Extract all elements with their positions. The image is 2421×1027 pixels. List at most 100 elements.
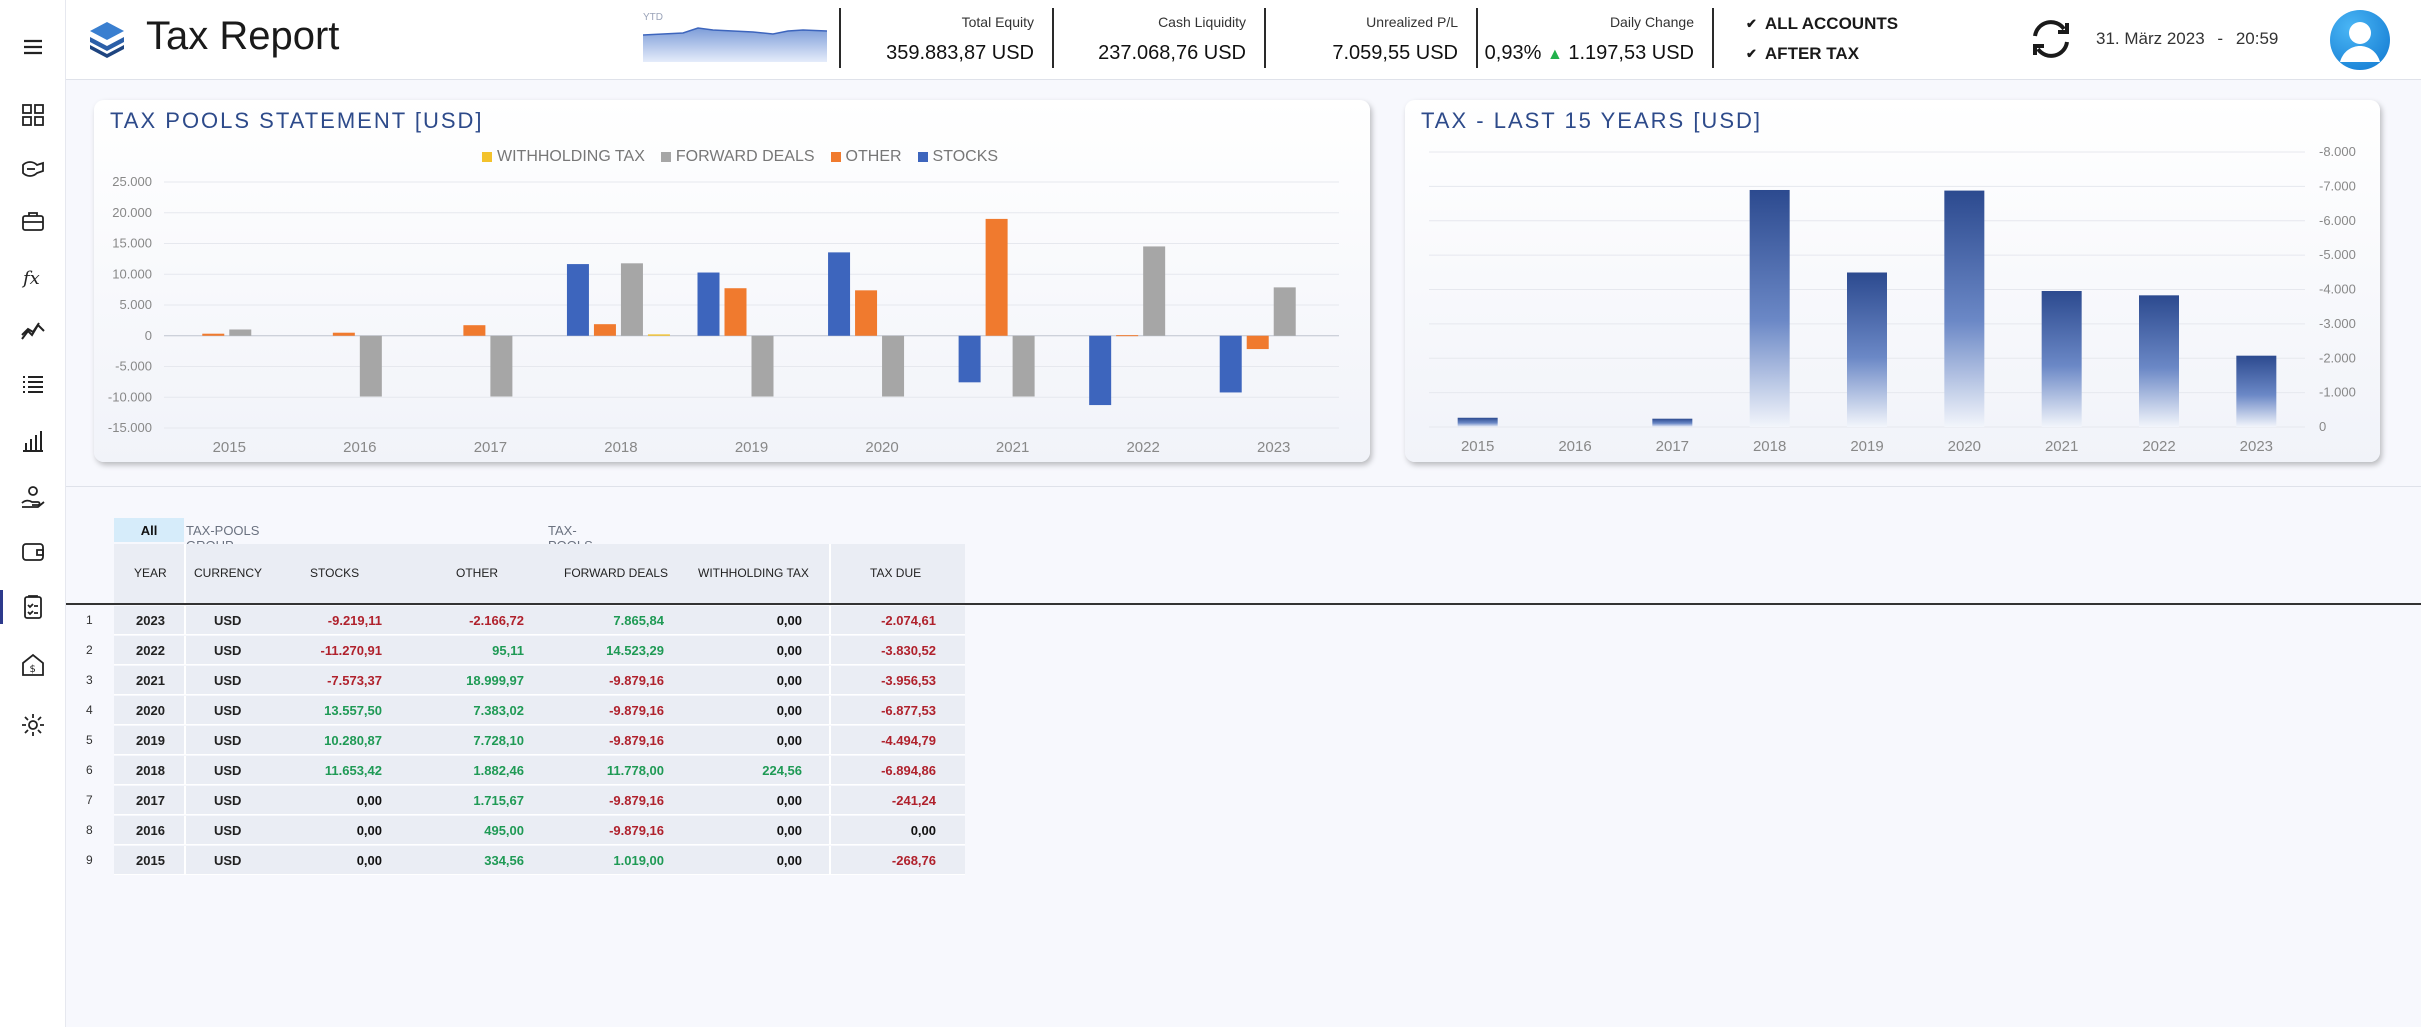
- table-cell-withholding-tax: 0,00: [776, 703, 802, 718]
- x-tick-label: 2019: [1850, 438, 1883, 455]
- table-row[interactable]: 2 2022 USD -11.270,91 95,11 14.523,29 0,00 -3.8…: [86, 636, 965, 665]
- dividend-hand-icon[interactable]: [14, 478, 52, 516]
- wallet-icon[interactable]: [14, 532, 52, 570]
- table-cell-other: -2.166,72: [469, 613, 524, 628]
- chart-title: TAX POOLS STATEMENT [USD]: [110, 108, 484, 133]
- date-separator: -: [2217, 29, 2224, 48]
- y-tick-label: -6.000: [2319, 213, 2356, 228]
- x-tick-label: 2018: [604, 439, 637, 456]
- table-cell-stocks: 13.557,50: [324, 703, 382, 718]
- table-row[interactable]: 6 2018 USD 11.653,42 1.882,46 11.778,00 224,56…: [86, 756, 965, 785]
- x-tick-label: 2017: [474, 439, 507, 456]
- briefcase-icon[interactable]: [14, 202, 52, 240]
- legend-label: FORWARD DEALS: [675, 148, 815, 165]
- trend-icon[interactable]: [14, 312, 52, 350]
- table-cell-tax-due: -6.877,53: [881, 703, 936, 718]
- legend-item: STOCKS: [917, 148, 998, 166]
- menu-icon[interactable]: [14, 28, 52, 66]
- table-cell-year: 2015: [136, 853, 165, 868]
- kpi-cash-liquidity: Cash Liquidity 237.068,76 USD: [1058, 8, 1258, 68]
- avatar[interactable]: [2330, 10, 2390, 70]
- table-cell-stocks: 0,00: [356, 823, 382, 838]
- table-cell-forward-deals: 14.523,29: [606, 643, 664, 658]
- table-cell-other: 18.999,97: [466, 673, 524, 688]
- y-tick-label: -2.000: [2319, 350, 2356, 365]
- table-row[interactable]: 7 2017 USD 0,00 1.715,67 -9.879,16 0,00 -241,24: [86, 786, 965, 815]
- y-tick-label: 10.000: [112, 266, 152, 281]
- table-cell-other: 1.715,67: [473, 793, 524, 808]
- column-header: FORWARD DEALS: [564, 566, 669, 580]
- y-tick-label: -5.000: [2319, 247, 2356, 262]
- table-cell-forward-deals: 11.778,00: [606, 763, 664, 778]
- table-cell-tax-due: -2.074,61: [881, 613, 936, 628]
- kpi-value: 0,93% ▲ 1.197,53 USD: [1482, 42, 1694, 65]
- safe-icon[interactable]: $: [14, 646, 52, 684]
- table-cell-currency: USD: [214, 673, 242, 688]
- x-tick-label: 2015: [1461, 438, 1494, 455]
- svg-text:$: $: [30, 664, 36, 675]
- table-cell-stocks: 0,00: [356, 853, 382, 868]
- table-cell-withholding-tax: 224,56: [762, 763, 802, 778]
- x-tick-label: 2017: [1656, 438, 1689, 455]
- table-row[interactable]: 1 2023 USD -9.219,11 -2.166,72 7.865,84 0,00 -2…: [86, 606, 965, 635]
- table-cell-other: 1.882,46: [473, 763, 524, 778]
- portfolio-icon[interactable]: [14, 150, 52, 188]
- y-tick-label: 5.000: [119, 297, 152, 312]
- y-tick-label: -10.000: [108, 389, 152, 404]
- bar-other: [463, 325, 486, 336]
- daily-change-pct: 0,93%: [1484, 42, 1542, 64]
- y-tick-label: 25.000: [112, 174, 152, 189]
- refresh-icon[interactable]: [2026, 14, 2076, 64]
- table-cell-forward-deals: 1.019,00: [613, 853, 664, 868]
- x-tick-label: 2015: [213, 439, 246, 456]
- bar-tax: [1652, 418, 1693, 427]
- kpi-daily-change: Daily Change 0,93% ▲ 1.197,53 USD: [1482, 8, 1706, 68]
- dashboard-icon[interactable]: [14, 96, 52, 134]
- table-cell-withholding-tax: 0,00: [776, 673, 802, 688]
- tax-15-years-bar-chart: -8.000 -7.000 -6.000 -5.000 -4.000 -3.000 -2.0…: [1429, 144, 2356, 455]
- table-cell-year: 2022: [136, 643, 165, 658]
- bar-forward-deals: [1012, 335, 1035, 397]
- settings-icon[interactable]: [14, 706, 52, 744]
- kpi-total-equity: Total Equity 359.883,87 USD: [846, 8, 1046, 68]
- bar-tax: [2041, 290, 2082, 427]
- y-tick-label: 15.000: [112, 236, 152, 251]
- row-number: 8: [86, 823, 93, 837]
- table-cell-forward-deals: -9.879,16: [609, 823, 664, 838]
- table-cell-currency: USD: [214, 733, 242, 748]
- table-row[interactable]: 5 2019 USD 10.280,87 7.728,10 -9.879,16 0,00 -4…: [86, 726, 965, 755]
- table-cell-forward-deals: -9.879,16: [609, 793, 664, 808]
- table-cell-stocks: 0,00: [356, 793, 382, 808]
- filter-all-button[interactable]: All: [114, 518, 184, 542]
- tax-report-icon[interactable]: [14, 588, 52, 626]
- section-divider: [66, 486, 2421, 487]
- bar-stocks: [697, 272, 720, 336]
- table-cell-withholding-tax: 0,00: [776, 823, 802, 838]
- after-tax-toggle[interactable]: ✔ AFTER TAX: [1746, 44, 1859, 64]
- fx-icon[interactable]: fx: [14, 258, 52, 296]
- x-tick-label: 2020: [865, 439, 898, 456]
- all-accounts-toggle[interactable]: ✔ ALL ACCOUNTS: [1746, 14, 1898, 34]
- legend-label: WITHHOLDING TAX: [497, 148, 645, 165]
- kpi-divider: [839, 8, 841, 68]
- bar-chart-icon[interactable]: [14, 422, 52, 460]
- kpi-divider: [1712, 8, 1714, 68]
- table-cell-year: 2017: [136, 793, 165, 808]
- table-row[interactable]: 9 2015 USD 0,00 334,56 1.019,00 0,00 -268,76: [86, 846, 965, 875]
- table-row[interactable]: 3 2021 USD -7.573,37 18.999,97 -9.879,16 0,00 -…: [86, 666, 965, 695]
- app-logo-icon: [90, 22, 124, 58]
- table-cell-tax-due: -3.830,52: [881, 643, 936, 658]
- table-cell-forward-deals: -9.879,16: [609, 733, 664, 748]
- table-row[interactable]: 4 2020 USD 13.557,50 7.383,02 -9.879,16 0,00 -6…: [86, 696, 965, 725]
- table-cell-other: 495,00: [484, 823, 524, 838]
- y-tick-label: 0: [2319, 419, 2326, 434]
- bar-stocks: [566, 264, 589, 336]
- list-icon[interactable]: [14, 366, 52, 404]
- kpi-label: Cash Liquidity: [1158, 14, 1246, 30]
- x-tick-label: 2021: [996, 439, 1029, 456]
- kpi-unrealized-pl: Unrealized P/L 7.059,55 USD: [1270, 8, 1470, 68]
- y-tick-label: 20.000: [112, 205, 152, 220]
- bar-other: [1246, 335, 1269, 350]
- table-row[interactable]: 8 2016 USD 0,00 495,00 -9.879,16 0,00 0,00: [86, 816, 965, 845]
- table-cell-other: 7.383,02: [473, 703, 524, 718]
